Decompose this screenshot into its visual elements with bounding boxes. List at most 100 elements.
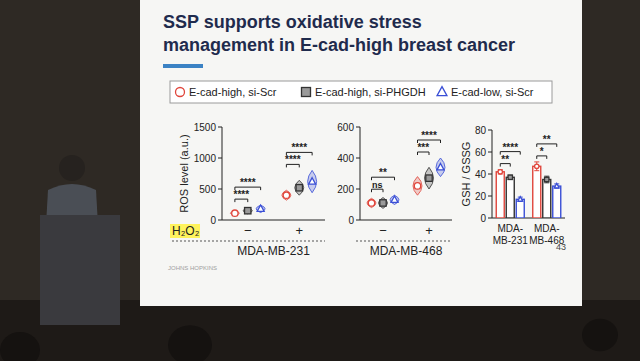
y-tick — [356, 127, 360, 128]
y-tick — [218, 127, 222, 128]
error-bar — [534, 162, 539, 171]
violin — [367, 198, 376, 207]
error-bar — [544, 176, 549, 183]
marker — [508, 175, 512, 179]
row-label-highlight — [170, 224, 200, 238]
y-label: ROS level (a.u.) — [178, 134, 190, 212]
violin — [243, 208, 252, 214]
marker — [535, 164, 539, 168]
marker — [437, 163, 444, 169]
bar — [516, 199, 524, 218]
y-tick — [356, 158, 360, 159]
podium — [40, 215, 120, 325]
group-divider — [356, 241, 452, 242]
marker — [545, 177, 549, 181]
marker — [245, 208, 251, 214]
error-bar — [554, 184, 559, 188]
y-tick — [356, 189, 360, 190]
marker — [437, 87, 447, 96]
marker — [257, 205, 264, 211]
violin — [413, 177, 422, 196]
error-bar — [518, 197, 523, 201]
presenter-head — [59, 155, 85, 181]
x-label: MDA-MB-231 — [237, 244, 310, 258]
violin — [425, 167, 434, 189]
logo: JOHNS HOPKINS — [168, 265, 217, 271]
violin — [256, 205, 265, 212]
x-tick-label: − — [244, 223, 252, 238]
violin — [308, 170, 317, 192]
sig-label: * — [540, 146, 544, 157]
marker — [414, 183, 420, 189]
marker — [302, 88, 311, 97]
y-tick-label: 200 — [337, 184, 354, 195]
bar — [506, 177, 514, 218]
legend-label: E-cad-low, si-Scr — [451, 86, 534, 98]
page: SSP supports oxidative stress management … — [0, 0, 640, 361]
x-axis — [360, 220, 452, 221]
marks — [367, 158, 445, 208]
marker — [426, 175, 432, 181]
audience-head — [0, 332, 40, 361]
marker — [518, 197, 523, 201]
error-bar — [508, 175, 513, 179]
y-tick-label: 500 — [199, 184, 216, 195]
x-tick-label: + — [425, 223, 433, 238]
y-tick-label: 80 — [475, 125, 487, 136]
y-label: GSH / GSSG — [460, 142, 472, 207]
marker — [232, 210, 238, 216]
slide — [140, 0, 582, 306]
y-tick — [488, 174, 492, 175]
chart: 0 500 1000 1500 ROS level (a.u.) − + MDA-MB-231… — [172, 122, 325, 259]
sig-label: **** — [502, 142, 518, 153]
violin — [436, 158, 445, 177]
y-tick — [488, 218, 492, 219]
marker — [380, 200, 386, 206]
y-tick-label: 600 — [337, 122, 354, 133]
y-tick-label: 0 — [348, 215, 354, 226]
marker — [309, 178, 316, 184]
marker — [368, 200, 374, 206]
page-number: 43 — [556, 242, 566, 252]
marker — [391, 196, 398, 202]
sig-label: *** — [417, 142, 429, 153]
y-tick — [218, 220, 222, 221]
marks — [230, 170, 316, 216]
y-tick-label: 1000 — [194, 153, 217, 164]
y-tick-label: 40 — [475, 169, 487, 180]
y-tick — [488, 152, 492, 153]
y-tick-label: 400 — [337, 153, 354, 164]
title: SSP supports oxidative stress management … — [163, 12, 515, 55]
marker — [554, 183, 559, 187]
chart: 0200400600−+MDA-MB-468ns********* — [337, 122, 452, 259]
sig-label: ** — [501, 154, 509, 165]
y-tick-label: 0 — [480, 213, 486, 224]
title-underline — [163, 64, 203, 68]
sig-label: **** — [234, 189, 250, 200]
sig-label: **** — [291, 142, 307, 153]
x-tick-label: − — [379, 223, 387, 238]
x-tick-label-line: MDA- — [534, 223, 560, 234]
marker — [283, 192, 289, 198]
chart: 020406080GSH / GSSGMDA-MB-231MDA-MB-468*… — [460, 125, 565, 247]
y-tick-label: 1500 — [194, 122, 217, 133]
title-line: management in E-cad-high breast cancer — [163, 35, 515, 55]
marker — [296, 185, 302, 191]
bar — [543, 180, 551, 219]
x-tick-label: + — [295, 223, 303, 238]
y-tick — [488, 196, 492, 197]
y-axis — [222, 127, 223, 220]
bar — [553, 186, 561, 218]
y-tick-label: 0 — [210, 215, 216, 226]
y-tick — [356, 220, 360, 221]
legend-label: E-cad-high, si-PHGDH — [315, 86, 426, 98]
sig-label: ns — [372, 180, 383, 190]
error-bar — [498, 170, 503, 174]
bar — [533, 166, 541, 218]
x-tick-label-line: MDA- — [497, 223, 523, 234]
row-label: H₂O₂ — [172, 224, 200, 238]
title-line: SSP supports oxidative stress — [163, 12, 422, 32]
y-tick — [218, 158, 222, 159]
group-divider — [172, 241, 325, 242]
x-axis — [222, 220, 325, 221]
